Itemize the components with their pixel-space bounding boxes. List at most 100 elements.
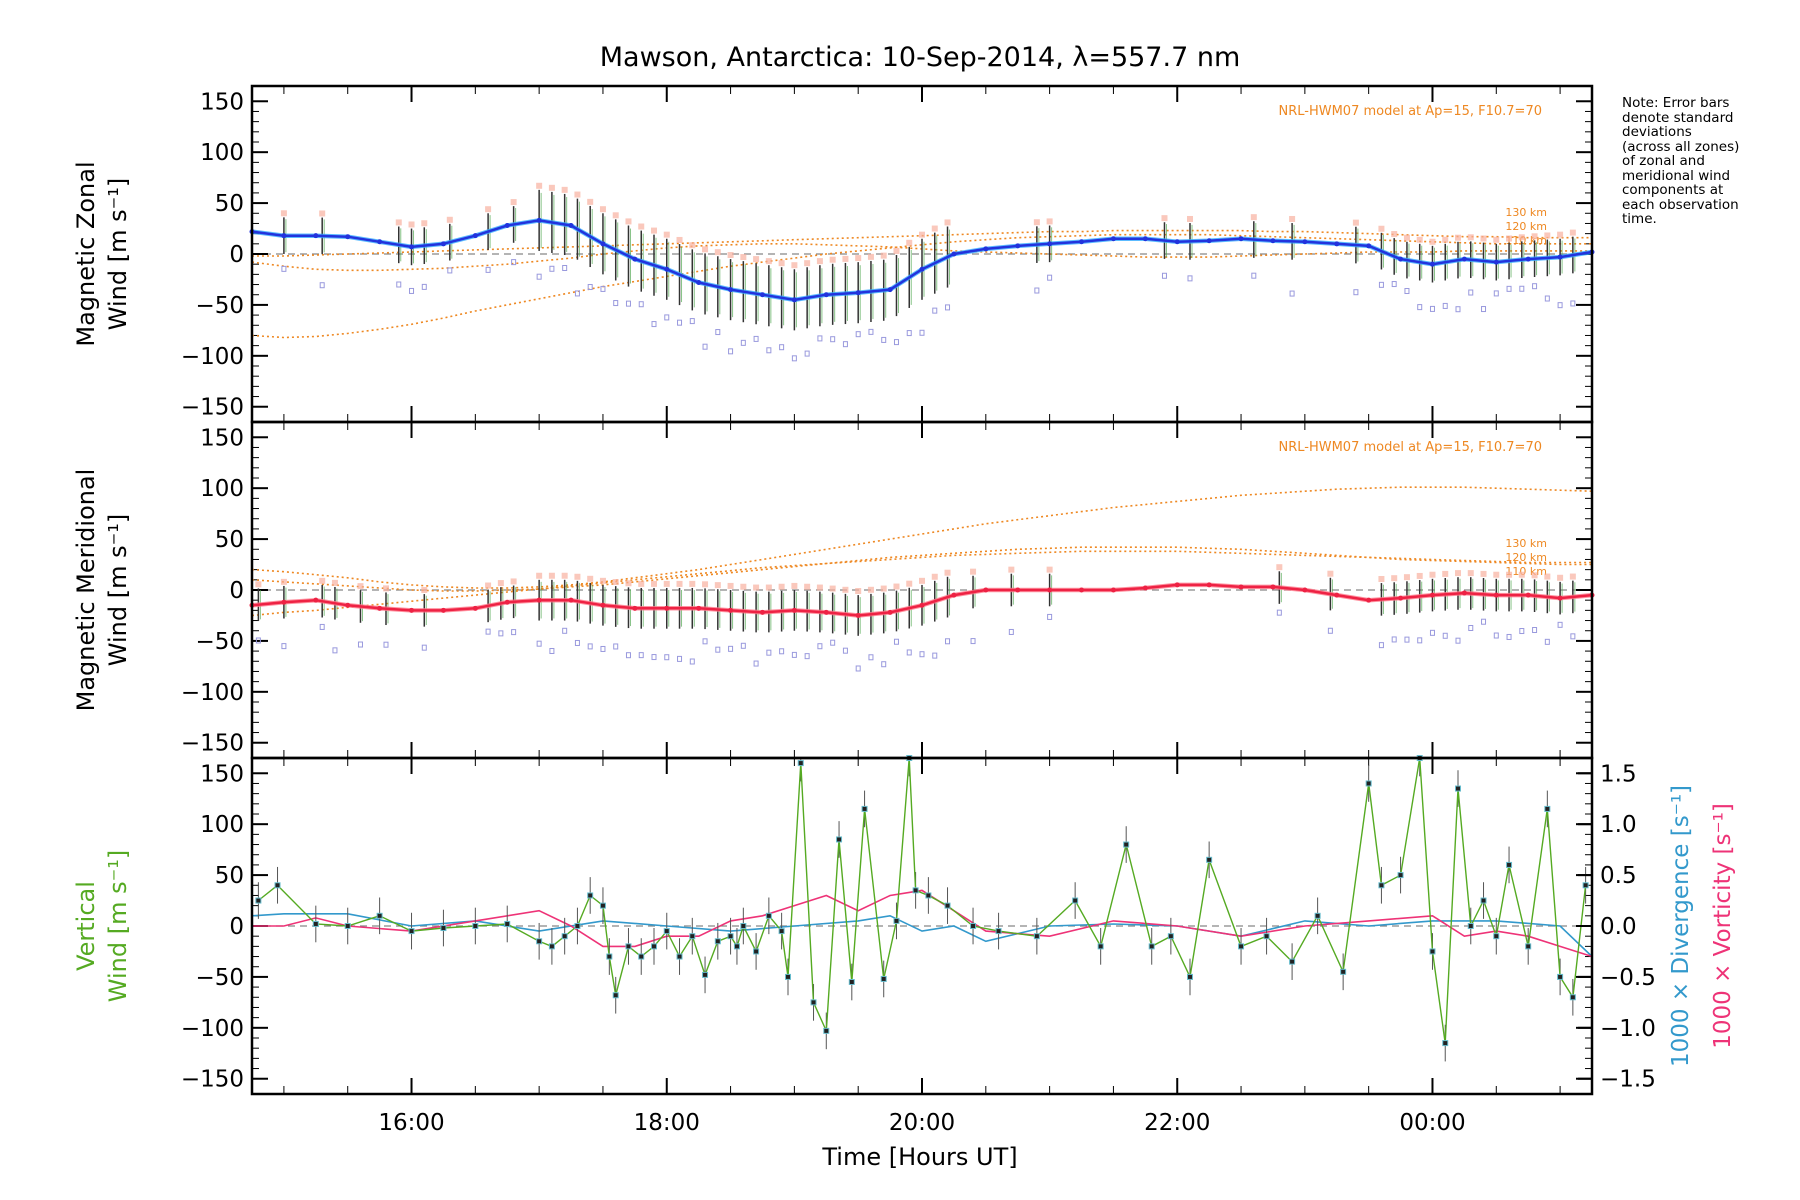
y-tick-label: 0 bbox=[229, 578, 244, 604]
zonal-point bbox=[664, 266, 670, 272]
zone-marker bbox=[931, 573, 938, 580]
model-height-label: 130 km bbox=[1505, 206, 1547, 219]
model-curve-120km bbox=[251, 233, 1592, 339]
zone-marker bbox=[791, 582, 798, 589]
zone-point bbox=[715, 329, 721, 336]
meridional-point bbox=[1461, 590, 1467, 596]
zone-marker bbox=[1467, 234, 1474, 241]
zone-point bbox=[1455, 306, 1461, 313]
zone-point bbox=[1506, 285, 1512, 292]
vertical-wind-point bbox=[312, 920, 319, 927]
zone-marker bbox=[919, 231, 925, 238]
vertical-wind-point bbox=[1442, 1040, 1449, 1047]
zonal-point bbox=[1334, 241, 1340, 247]
zone-point bbox=[600, 285, 606, 292]
zone-point bbox=[1417, 637, 1423, 644]
meridional-point bbox=[919, 602, 925, 608]
y-tick-label: 0 bbox=[229, 242, 244, 268]
zone-marker bbox=[778, 583, 785, 590]
zone-point bbox=[740, 642, 746, 649]
zone-point bbox=[1570, 633, 1576, 640]
meridional-point bbox=[1174, 582, 1180, 588]
meridional-point bbox=[1557, 595, 1563, 601]
zone-point bbox=[728, 645, 734, 652]
vertical-wind-point bbox=[612, 992, 619, 999]
y-tick-label: 50 bbox=[215, 527, 244, 553]
zone-marker bbox=[280, 210, 287, 217]
zonal-point bbox=[1398, 256, 1404, 262]
zonal-point bbox=[345, 234, 351, 240]
y-tick-label: −150 bbox=[181, 731, 244, 757]
zone-point bbox=[881, 661, 887, 668]
zone-marker bbox=[944, 219, 951, 226]
vertical-wind-point bbox=[606, 953, 613, 960]
y-tick-label: 50 bbox=[215, 863, 244, 889]
zone-marker bbox=[599, 206, 606, 213]
vorticity-line bbox=[252, 889, 1593, 958]
vertical-wind-point bbox=[536, 938, 543, 945]
vertical-wind-point bbox=[1467, 923, 1474, 929]
panels: 150 100 50 0 −50 −100 −150 NRL-HWM07 model at A… bbox=[72, 84, 1736, 1136]
vertical-wind-point bbox=[1072, 897, 1079, 904]
zone-marker bbox=[1493, 571, 1500, 578]
zone-marker bbox=[485, 206, 492, 213]
vertical-wind-point bbox=[880, 975, 887, 982]
zone-point bbox=[1442, 302, 1448, 309]
zone-marker bbox=[280, 578, 287, 585]
vertical-wind-point bbox=[574, 923, 581, 929]
meridional-point bbox=[1238, 584, 1244, 590]
zone-point bbox=[638, 301, 644, 308]
zone-marker bbox=[548, 572, 555, 579]
zone-marker bbox=[842, 255, 849, 262]
zone-marker bbox=[1557, 574, 1564, 581]
y2-tick-label: −1.5 bbox=[1600, 1067, 1656, 1093]
model-label: NRL-HWM07 model at Ap=15, F10.7=70 bbox=[1279, 440, 1543, 455]
zonal-point bbox=[632, 256, 638, 262]
zone-marker bbox=[536, 182, 543, 189]
vertical-wind-point bbox=[625, 943, 632, 950]
meridional-point bbox=[536, 597, 542, 603]
meridional-point bbox=[600, 602, 606, 608]
zone-point bbox=[740, 339, 746, 346]
zone-marker bbox=[625, 218, 632, 225]
zone-marker bbox=[931, 225, 938, 232]
vertical-wind-point bbox=[925, 892, 932, 899]
zone-marker bbox=[612, 579, 619, 586]
zonal-point bbox=[472, 233, 478, 239]
vertical-wind-point bbox=[861, 805, 868, 812]
zone-point bbox=[1493, 290, 1499, 297]
zone-point bbox=[970, 638, 976, 645]
meridional-point bbox=[1142, 585, 1148, 591]
zone-marker bbox=[574, 191, 581, 198]
zone-marker bbox=[1518, 234, 1525, 241]
zone-point bbox=[1468, 625, 1474, 632]
zone-marker bbox=[1403, 574, 1410, 581]
zonal-point bbox=[313, 233, 319, 239]
zone-marker bbox=[1493, 236, 1500, 243]
zone-marker bbox=[319, 577, 326, 584]
zone-point bbox=[753, 660, 759, 667]
vertical-wind-point bbox=[848, 979, 855, 985]
vertical-wind-point bbox=[1238, 943, 1245, 950]
zonal-point bbox=[855, 290, 861, 296]
zone-point bbox=[1544, 295, 1550, 302]
zonal-point bbox=[919, 266, 925, 272]
zone-marker bbox=[855, 255, 862, 262]
zone-point bbox=[447, 267, 453, 274]
panel-vertical: 150 100 50 0 −50 −100 −150 1.5 1.0 0.5 0.0 −0.5 −1.0… bbox=[72, 755, 1736, 1136]
meridional-point bbox=[791, 607, 797, 613]
zone-marker bbox=[1531, 572, 1538, 579]
zone-point bbox=[421, 644, 427, 651]
vertical-wind-point bbox=[663, 928, 670, 935]
zone-marker bbox=[1187, 215, 1193, 222]
zone-marker bbox=[702, 246, 709, 253]
vertical-wind-point bbox=[1480, 897, 1487, 904]
meridional-ylabel-line1: Magnetic Meridional bbox=[72, 469, 100, 712]
zone-point bbox=[319, 282, 325, 289]
vertical-wind-point bbox=[1582, 882, 1589, 889]
meridional-point bbox=[1429, 592, 1435, 598]
vertical-ylabel-line1-group: Vertical Wind [m s⁻¹] bbox=[72, 850, 132, 1002]
vertical-wind-point bbox=[1365, 780, 1372, 787]
zone-point bbox=[842, 647, 848, 654]
meridional-point bbox=[377, 605, 383, 611]
